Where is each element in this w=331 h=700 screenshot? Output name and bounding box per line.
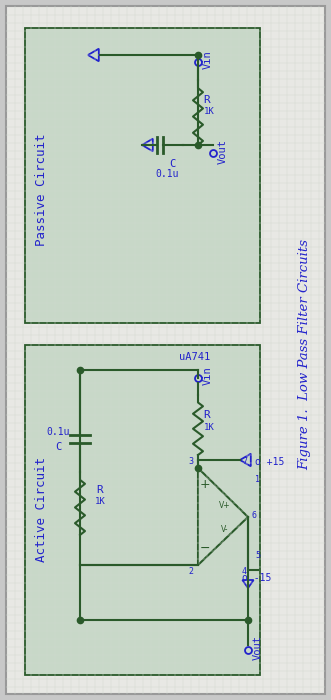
Text: 3: 3	[188, 458, 193, 466]
FancyBboxPatch shape	[6, 6, 325, 694]
Text: V-: V-	[221, 526, 229, 535]
Text: 1K: 1K	[204, 423, 214, 431]
Text: R: R	[204, 95, 211, 105]
Text: Figure 1.  Low Pass Filter Circuits: Figure 1. Low Pass Filter Circuits	[299, 239, 311, 470]
Text: 6: 6	[252, 510, 257, 519]
Text: 0.1u: 0.1u	[155, 169, 179, 179]
Text: Vout: Vout	[218, 139, 228, 164]
Text: 4: 4	[242, 568, 247, 577]
Text: V+: V+	[219, 500, 231, 510]
Text: o -15: o -15	[242, 573, 271, 583]
Text: Vin: Vin	[203, 50, 213, 69]
Text: R: R	[97, 485, 103, 495]
Text: 1K: 1K	[95, 498, 105, 507]
Text: R: R	[204, 410, 211, 420]
Text: 2: 2	[188, 568, 193, 577]
FancyBboxPatch shape	[25, 345, 260, 675]
Text: C: C	[55, 442, 61, 452]
Text: −: −	[200, 542, 210, 554]
Text: 0.1u: 0.1u	[46, 427, 70, 437]
FancyBboxPatch shape	[25, 28, 260, 323]
Text: 1: 1	[255, 475, 260, 484]
Text: C: C	[169, 159, 175, 169]
Text: Passive Circuit: Passive Circuit	[35, 134, 49, 246]
Text: uA741: uA741	[179, 352, 211, 362]
Text: +: +	[200, 479, 210, 491]
Text: 5: 5	[255, 550, 260, 559]
Text: Vout: Vout	[253, 634, 263, 659]
Text: 7: 7	[242, 458, 247, 466]
Text: o +15: o +15	[255, 457, 284, 467]
Text: Active Circuit: Active Circuit	[35, 458, 49, 563]
Text: 1K: 1K	[204, 108, 214, 116]
Text: Vin: Vin	[203, 367, 213, 386]
